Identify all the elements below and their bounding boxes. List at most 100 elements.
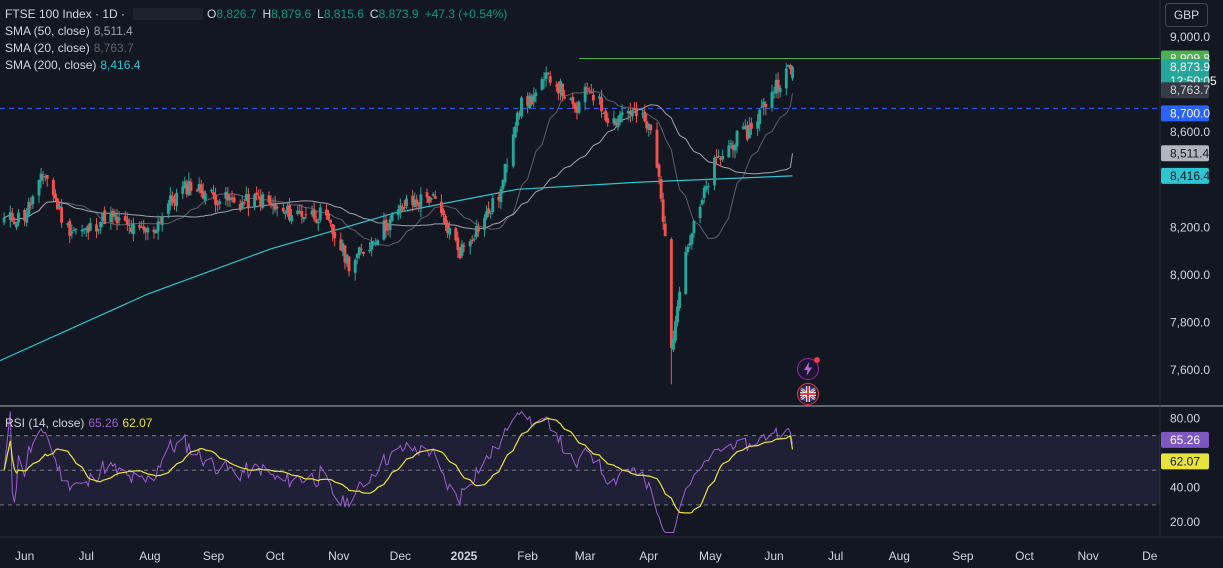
candle-body bbox=[733, 145, 737, 151]
candle-body bbox=[56, 198, 59, 210]
sma20-tag-text: 8,763.7 bbox=[1170, 83, 1210, 97]
candle-body bbox=[339, 239, 343, 251]
uk-flag-icon[interactable] bbox=[797, 383, 819, 405]
candle-body bbox=[456, 237, 460, 251]
candle-body bbox=[230, 197, 234, 199]
high-label: H bbox=[262, 7, 272, 21]
candle-body bbox=[283, 212, 287, 215]
candle-body bbox=[132, 223, 135, 235]
candle-body bbox=[181, 186, 185, 194]
candle-body bbox=[630, 110, 634, 117]
candle-body bbox=[370, 241, 374, 250]
low-value: 8,815.6 bbox=[323, 7, 364, 21]
candle-body bbox=[41, 176, 45, 178]
candle-body bbox=[246, 193, 250, 209]
candle-body bbox=[160, 216, 164, 225]
candle-body bbox=[382, 220, 386, 240]
candle-body bbox=[84, 228, 88, 231]
rsi-ma-line bbox=[3, 417, 794, 514]
rsi-ma-tag-text: 62.07 bbox=[1170, 454, 1200, 468]
rsi-pane[interactable] bbox=[0, 435, 1160, 506]
candle-body bbox=[772, 91, 776, 93]
candle-body bbox=[226, 193, 230, 201]
candle-body bbox=[645, 121, 649, 129]
price-tick-label: 8,000.0 bbox=[1170, 268, 1210, 282]
candle-body bbox=[142, 226, 146, 230]
candle-body bbox=[123, 216, 127, 221]
candle-body bbox=[325, 209, 328, 216]
candle-body bbox=[31, 196, 35, 204]
candle-body bbox=[146, 228, 150, 233]
candle-body bbox=[411, 195, 415, 205]
candle-body bbox=[80, 229, 84, 232]
candle-body bbox=[526, 96, 530, 106]
symbol-title[interactable]: FTSE 100 Index · 1D · bbox=[5, 7, 126, 21]
candle-body bbox=[620, 112, 624, 116]
candle-body bbox=[288, 205, 291, 221]
candle-body bbox=[86, 225, 90, 233]
rsi-axis[interactable]: 80.00 40.00 20.00 bbox=[1170, 411, 1200, 529]
candle-body bbox=[713, 157, 716, 186]
candle-body bbox=[569, 98, 573, 101]
candle-body bbox=[431, 194, 435, 196]
candle-body bbox=[171, 196, 174, 202]
candle-body bbox=[403, 207, 406, 209]
time-axis[interactable]: Jun Jul Aug Sep Oct Nov Dec 2025 Feb Mar Apr May Jun… bbox=[15, 549, 1158, 563]
candle-body bbox=[72, 230, 76, 232]
candle-body bbox=[300, 210, 304, 217]
candle-body bbox=[557, 83, 560, 94]
candle-body bbox=[327, 212, 330, 220]
candle-body bbox=[520, 97, 523, 117]
candle-body bbox=[39, 173, 43, 182]
candle-body bbox=[127, 224, 131, 226]
candle-body bbox=[741, 126, 745, 129]
candle-body bbox=[517, 112, 521, 114]
candle-body bbox=[82, 229, 86, 231]
candle-body bbox=[396, 209, 400, 216]
candle-body bbox=[532, 95, 536, 102]
candle-body bbox=[791, 67, 794, 79]
candle-body bbox=[688, 243, 692, 246]
candle-body bbox=[95, 224, 98, 232]
candle-body bbox=[138, 225, 142, 228]
candle-body bbox=[17, 212, 20, 223]
candle-body bbox=[355, 253, 359, 259]
sma50-legend[interactable]: SMA (50, close) 8,511.4 bbox=[5, 23, 137, 39]
time-tick-label: Feb bbox=[517, 549, 538, 563]
rsi-tag-bg bbox=[1161, 431, 1209, 448]
candle-body bbox=[156, 221, 160, 232]
lightning-glyph bbox=[804, 362, 812, 376]
sma200-tag-text: 8,416.4 bbox=[1170, 169, 1210, 183]
price-pane[interactable] bbox=[0, 0, 1223, 538]
level-tag-bg bbox=[1161, 105, 1209, 122]
candle-body bbox=[786, 65, 790, 67]
candle-body bbox=[173, 199, 176, 204]
currency-button[interactable]: GBP bbox=[1165, 3, 1208, 27]
lightning-icon[interactable] bbox=[797, 357, 820, 380]
candle-body bbox=[661, 199, 665, 223]
price-axis[interactable]: 9,000.0 8,600.0 8,200.0 8,000.0 7,800.0 7,600… bbox=[1170, 30, 1210, 377]
candle-body bbox=[577, 101, 581, 113]
rsi-legend[interactable]: RSI (14, close) 65.26 62.07 bbox=[5, 415, 156, 431]
sma200-legend[interactable]: SMA (200, close) 8,416.4 bbox=[5, 57, 144, 73]
candle-body bbox=[341, 243, 345, 252]
candle-body bbox=[433, 196, 437, 199]
candle-body bbox=[784, 68, 788, 89]
sma200-tag: 8,416.4 bbox=[1161, 167, 1210, 184]
candle-body bbox=[183, 181, 187, 189]
time-tick-label: Jul bbox=[828, 549, 843, 563]
last-price-text: 8,873.9 bbox=[1170, 60, 1210, 74]
candle-body bbox=[735, 130, 739, 147]
candle-body bbox=[762, 101, 766, 108]
candle-body bbox=[214, 194, 218, 205]
candle-body bbox=[764, 104, 768, 108]
candle-body bbox=[281, 207, 285, 212]
open-value: 8,826.7 bbox=[216, 7, 257, 21]
sma20-legend[interactable]: SMA (20, close) 8,763.7 bbox=[5, 40, 138, 56]
candle-body bbox=[238, 204, 242, 211]
candle-body bbox=[195, 190, 199, 192]
close-label: C bbox=[369, 7, 379, 21]
level-tag: 8,700.0 bbox=[1161, 105, 1210, 122]
candle-body bbox=[758, 109, 762, 124]
